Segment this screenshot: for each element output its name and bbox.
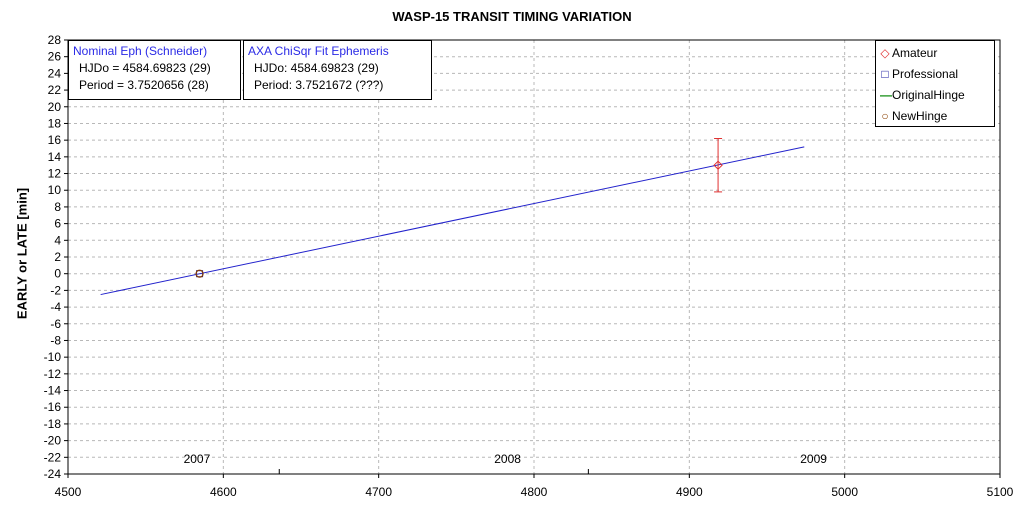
y-tick-label: 6 (54, 217, 61, 231)
nominal-hjdo: HJDo = 4584.69823 (29) (79, 61, 211, 75)
legend-label: OriginalHinge (892, 88, 965, 102)
y-tick-label: 16 (48, 133, 62, 147)
legend-label: Professional (892, 67, 959, 81)
year-labels: 2007 2008 2009 (184, 452, 827, 474)
y-tick-label: 24 (48, 66, 62, 80)
y-tick-label: 22 (48, 83, 62, 97)
y-tick-label: 26 (48, 50, 62, 64)
legend-item-amateur: ◇ Amateur (880, 43, 994, 64)
square-icon: □ (881, 67, 889, 81)
fit-line (100, 146, 805, 296)
y-tick-label: 10 (48, 183, 62, 197)
x-tick-label: 4600 (210, 485, 237, 499)
year-label: 2009 (800, 452, 827, 466)
grid-lines (68, 40, 1000, 474)
y-axis-label: EARLY or LATE [min] (14, 187, 30, 320)
y-tick-label: 4 (54, 233, 61, 247)
y-tick-label: -2 (50, 283, 61, 297)
x-tick-label: 5100 (987, 485, 1014, 499)
year-label: 2008 (494, 452, 521, 466)
y-tick-label: 28 (48, 33, 62, 47)
y-tick-label: -20 (44, 434, 62, 448)
circle-icon: ○ (881, 109, 889, 123)
chart-title: WASP-15 TRANSIT TIMING VARIATION (392, 9, 632, 24)
y-tick-label: 12 (48, 167, 62, 181)
legend-label: Amateur (892, 46, 938, 60)
y-tick-label: 0 (54, 267, 61, 281)
diamond-icon: ◇ (880, 46, 890, 60)
legend-item-professional: □ Professional (880, 64, 994, 85)
x-tick-label: 4800 (521, 485, 548, 499)
y-tick-label: -18 (44, 417, 62, 431)
y-tick-label: -10 (44, 350, 62, 364)
fit-ephemeris-box: AXA ChiSqr Fit Ephemeris HJDo: 4584.6982… (243, 40, 432, 100)
amateur-point (713, 160, 723, 170)
axis-ticks: -24-22-20-18-16-14-12-10-8-6-4-202468101… (44, 33, 1014, 499)
legend-item-newhinge: ○ NewHinge (880, 106, 994, 127)
year-label: 2007 (184, 452, 211, 466)
legend-label: NewHinge (892, 109, 948, 123)
y-tick-label: -8 (50, 333, 61, 347)
line-icon: — (880, 88, 892, 102)
nominal-ephemeris-header: Nominal Eph (Schneider) (73, 44, 208, 58)
y-tick-label: -4 (50, 300, 61, 314)
y-tick-label: 2 (54, 250, 61, 264)
data-marks (100, 137, 805, 296)
fit-hjdo: HJDo: 4584.69823 (29) (254, 61, 379, 75)
x-tick-label: 5000 (831, 485, 858, 499)
y-tick-label: -24 (44, 467, 62, 481)
newhinge-point (195, 269, 204, 278)
y-tick-label: -6 (50, 317, 61, 331)
fit-ephemeris-header: AXA ChiSqr Fit Ephemeris (248, 44, 389, 58)
y-tick-label: 20 (48, 100, 62, 114)
y-tick-label: -14 (44, 384, 62, 398)
nominal-period: Period = 3.7520656 (28) (79, 78, 209, 92)
y-tick-label: -22 (44, 450, 62, 464)
y-tick-label: -16 (44, 400, 62, 414)
x-tick-label: 4500 (55, 485, 82, 499)
x-tick-label: 4700 (365, 485, 392, 499)
fit-period: Period: 3.7521672 (???) (254, 78, 384, 92)
y-tick-label: 14 (48, 150, 62, 164)
y-tick-label: 8 (54, 200, 61, 214)
legend-item-originalhinge: —OriginalHinge (880, 85, 994, 106)
x-tick-label: 4900 (676, 485, 703, 499)
legend: ◇ Amateur □ Professional —OriginalHinge ○ N… (875, 40, 995, 127)
nominal-ephemeris-box: Nominal Eph (Schneider) HJDo = 4584.6982… (68, 40, 241, 100)
y-tick-label: -12 (44, 367, 62, 381)
y-tick-label: 18 (48, 116, 62, 130)
